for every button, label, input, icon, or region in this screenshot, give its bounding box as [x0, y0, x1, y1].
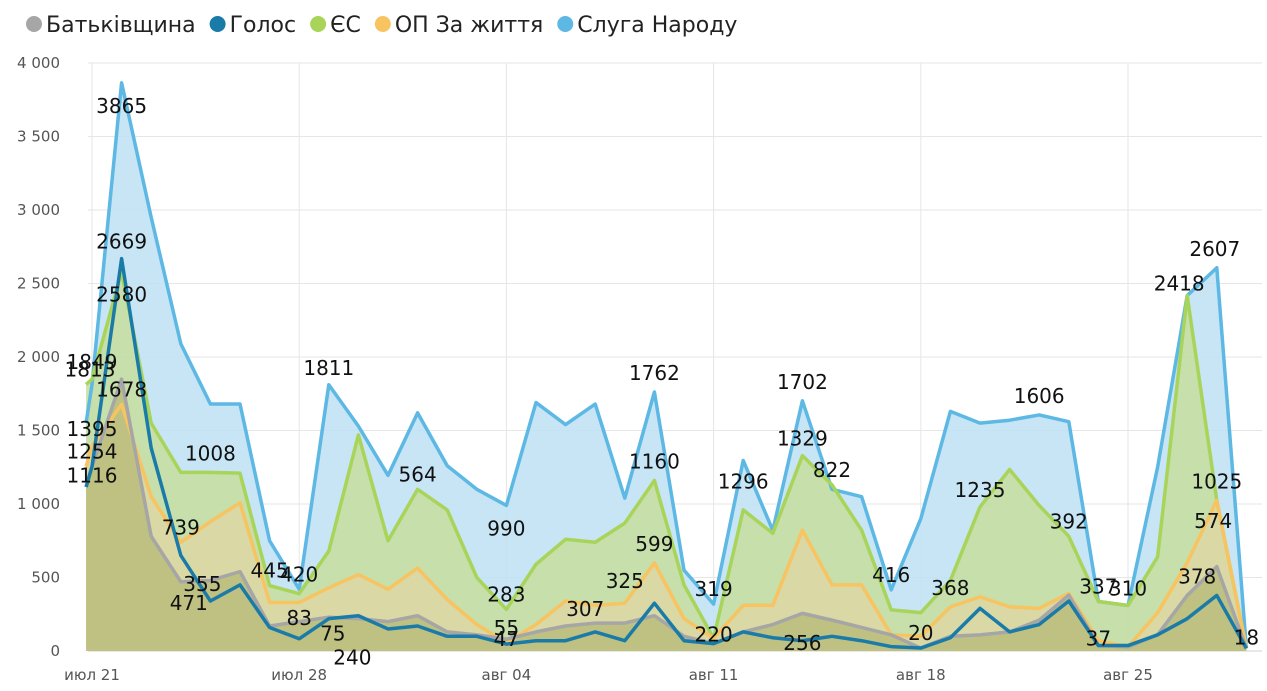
data-label: 355 [183, 572, 221, 596]
data-label: 1811 [303, 356, 354, 380]
data-label: 2669 [96, 230, 147, 254]
data-label: 1329 [777, 427, 828, 451]
legend-label: Голос [230, 13, 297, 38]
area-єс [86, 271, 1247, 651]
data-label: 1813 [65, 357, 116, 381]
data-label: 392 [1050, 509, 1088, 533]
data-label: 47 [494, 627, 519, 651]
x-tick-label: июл 21 [64, 666, 120, 684]
data-label: 325 [606, 569, 644, 593]
line-батьківщина [84, 377, 1249, 650]
data-label: 1296 [718, 469, 769, 493]
line-слуга-народу [84, 81, 1249, 649]
legend-item-3[interactable]: ОП За життя [374, 13, 543, 38]
x-tick-label: авг 11 [689, 666, 739, 684]
data-label: 2418 [1154, 272, 1205, 296]
data-label: 1702 [777, 370, 828, 394]
data-label: 990 [487, 516, 525, 540]
data-label: 37 [1086, 627, 1111, 651]
x-tick-label: авг 04 [482, 666, 532, 684]
data-label: 1025 [1191, 469, 1242, 493]
y-tick-label: 4 000 [17, 54, 60, 72]
data-label: 283 [487, 582, 525, 606]
legend-item-1[interactable]: Голос [209, 13, 297, 38]
y-tick-label: 1 000 [17, 495, 60, 513]
data-label: 1116 [67, 464, 118, 488]
data-label: 574 [1194, 509, 1232, 533]
legend-marker-icon [209, 16, 226, 32]
data-label: 1254 [67, 440, 118, 464]
data-label: 1678 [96, 377, 147, 401]
x-axis: июл 21 июл 28 авг 04 авг 11 авг 18 авг 25 [64, 666, 1153, 684]
data-label: 368 [931, 576, 969, 600]
data-label: 55 [494, 616, 519, 640]
data-labels: 1813 3865 420 1811 990 1762 319 1296 1702 416 1606… [65, 94, 1260, 670]
line-голос [84, 256, 1248, 650]
data-label: 20 [908, 621, 933, 645]
series-areas [86, 82, 1247, 652]
y-tick-label: 0 [50, 642, 60, 660]
x-tick-label: авг 18 [896, 666, 946, 684]
legend-label: Батьківщина [46, 13, 196, 38]
line-оп-за-життя [84, 402, 1249, 649]
legend-label: ЄС [330, 13, 361, 38]
data-label: 307 [566, 597, 604, 621]
data-label: 739 [162, 515, 200, 539]
data-label: 2580 [96, 283, 147, 307]
data-label: 83 [286, 606, 311, 630]
data-label: 564 [399, 462, 437, 486]
data-label: 1235 [955, 478, 1006, 502]
data-label: 1395 [67, 417, 118, 441]
legend-marker-icon [26, 16, 42, 32]
y-tick-label: 3 000 [17, 201, 60, 219]
data-label: 75 [320, 622, 345, 646]
data-label: 822 [813, 458, 851, 482]
data-label: 310 [1109, 576, 1147, 600]
area-батьківщина [86, 379, 1247, 651]
data-label: 599 [635, 532, 673, 556]
data-label: 256 [783, 631, 821, 655]
data-label: 1606 [1014, 384, 1065, 408]
data-label: 3865 [96, 94, 147, 118]
legend-marker-icon [557, 16, 574, 32]
data-label: 420 [280, 562, 318, 586]
data-label: 1008 [185, 441, 236, 465]
y-tick-label: 1 500 [17, 422, 60, 440]
y-tick-label: 2 500 [17, 275, 60, 293]
legend-item-4[interactable]: Слуга Народу [557, 13, 737, 38]
data-label: 240 [333, 646, 371, 670]
legend-item-2[interactable]: ЄС [310, 13, 361, 38]
legend-marker-icon [374, 16, 391, 32]
x-tick-label: июл 28 [271, 666, 327, 684]
data-label: 378 [1178, 564, 1216, 588]
x-tick-label: авг 25 [1103, 666, 1153, 684]
legend: Батьківщина Голос ЄС ОП За життя Слуга Народ… [26, 13, 737, 38]
legend-label: ОП За життя [395, 13, 543, 38]
area-оп-за-життя [86, 404, 1247, 651]
line-єс [84, 269, 1249, 649]
data-label: 1849 [67, 350, 118, 374]
y-tick-label: 2 000 [17, 348, 60, 366]
series-lines [84, 81, 1249, 650]
data-label: 1762 [629, 361, 680, 385]
data-label: 18 [1234, 625, 1259, 649]
data-label: 220 [695, 623, 733, 647]
legend-label: Слуга Народу [577, 13, 737, 38]
y-tick-label: 500 [31, 569, 60, 587]
data-label: 1160 [629, 449, 680, 473]
y-axis: 0 500 1 000 1 500 2 000 2 500 3 000 3 500 4 000 [17, 54, 60, 660]
data-label: 319 [695, 577, 733, 601]
data-label: 416 [872, 563, 910, 587]
legend-item-0[interactable]: Батьківщина [26, 13, 196, 38]
data-label: 471 [170, 591, 208, 615]
data-label: 445 [251, 559, 289, 583]
data-label: 2607 [1189, 237, 1240, 261]
y-tick-label: 3 500 [17, 128, 60, 146]
legend-marker-icon [310, 16, 327, 32]
data-label: 337 [1079, 574, 1117, 598]
